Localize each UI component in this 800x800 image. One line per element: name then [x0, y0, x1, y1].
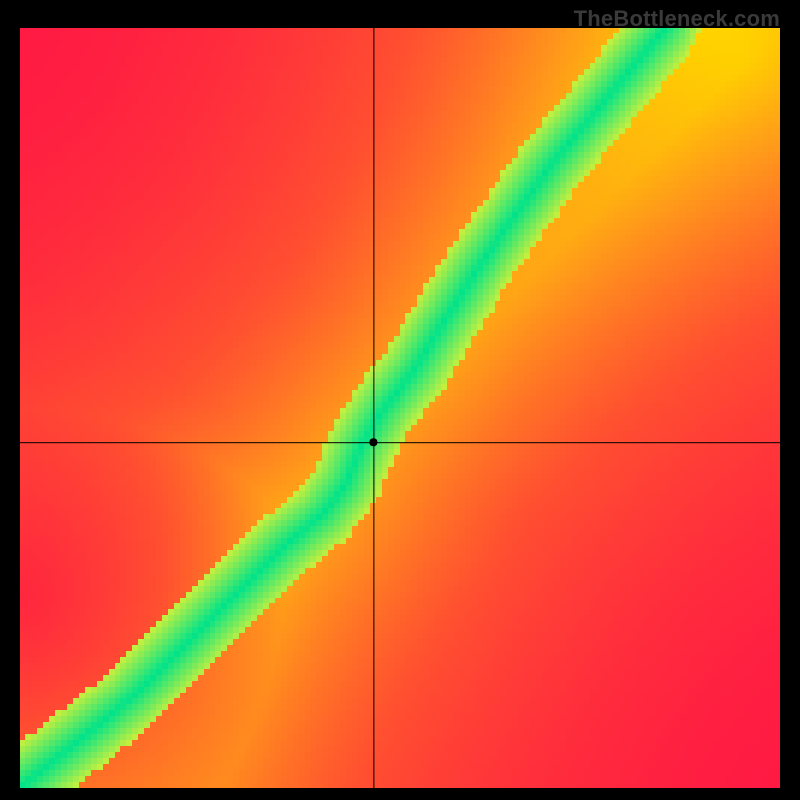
- page-root: TheBottleneck.com: [0, 0, 800, 800]
- heatmap-plot: [20, 28, 780, 788]
- heatmap-canvas: [20, 28, 780, 788]
